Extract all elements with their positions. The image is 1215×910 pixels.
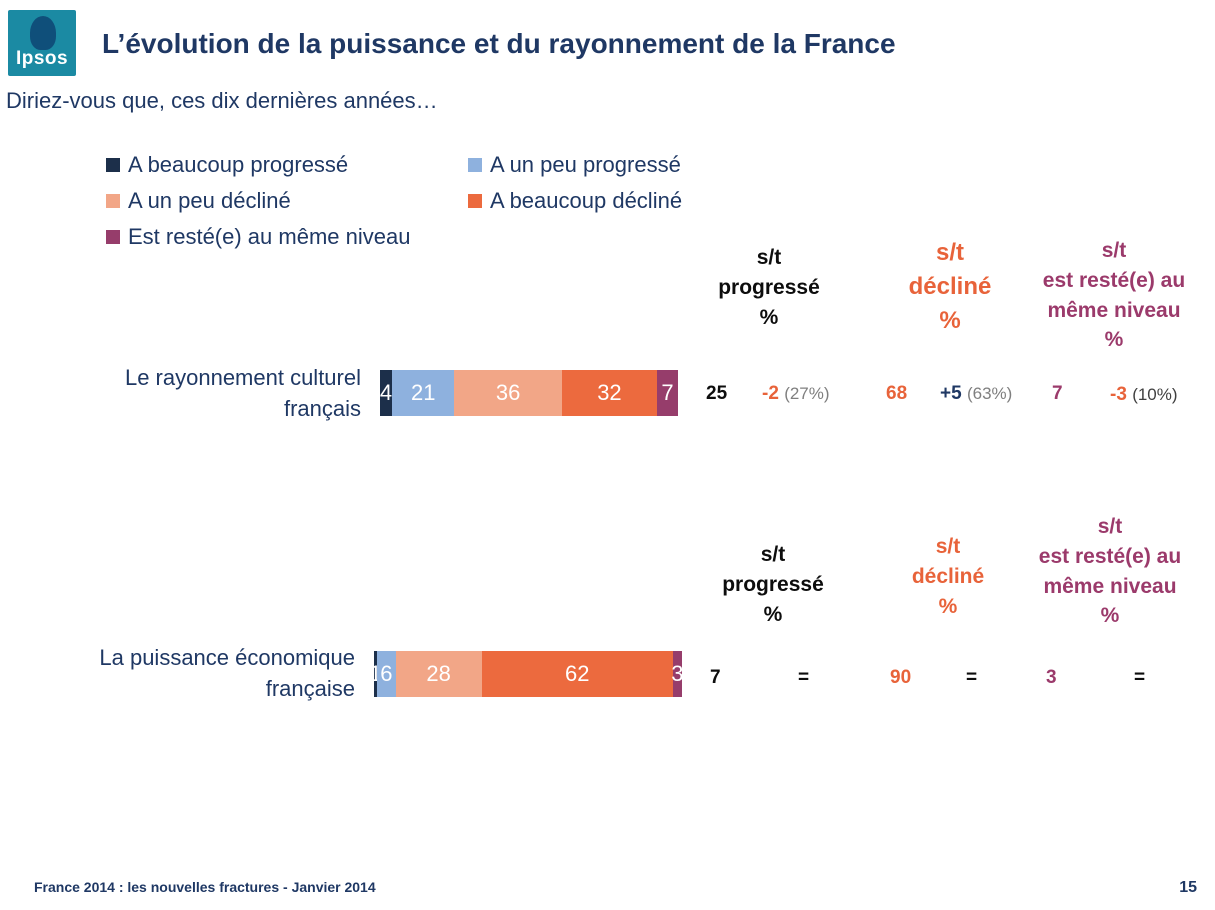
col-header-line: % [939,307,961,335]
col-header-st-meme-niveau: s/t est resté(e) au même niveau % [1024,236,1204,355]
ipsos-logo: Ipsos [8,10,76,76]
logo-text: Ipsos [15,48,69,69]
col-header-line: est resté(e) au [1042,268,1186,292]
col-header-line: s/t [760,543,786,566]
bar-value-label: 7 [661,380,674,405]
seg-un-peu-progresse: 21 [391,370,455,416]
col-header-line: décliné [911,564,985,588]
col-header-st-decline-2: s/t décliné % [885,532,1011,621]
row-label-rayonnement-culturel: Le rayonnement culturel français [125,362,361,424]
col-header-line: même niveau [1043,574,1177,598]
logo-head-icon [30,16,56,50]
row-label-line: français [283,396,361,422]
st-meme-delta: -3 [1110,384,1127,405]
legend-label: Est resté(e) au même niveau [128,224,411,249]
bar-value-label: 36 [495,380,521,405]
row-label-line: Le rayonnement culturel [124,365,361,390]
seg-un-peu-decline: 36 [454,370,562,416]
st-progresse-value: 25 [706,383,728,404]
row-label-line: française [265,676,355,702]
legend-item-meme-niveau: Est resté(e) au même niveau [106,224,410,250]
st-meme-delta-group: -3 (10%) [1110,384,1178,406]
legend-item-un-peu-progresse: A un peu progressé [468,152,681,178]
col-header-st-meme-niveau-2: s/t est resté(e) au même niveau % [1020,512,1200,631]
seg-un-peu-progresse: 6 [377,651,396,697]
bar-value-label: 28 [426,661,451,686]
row-label-line: La puissance économique [99,645,355,670]
seg-meme-niveau: 7 [657,370,678,416]
col-header-line: % [1104,328,1124,352]
col-header-line: s/t [756,246,782,269]
st-meme-previous: (10%) [1132,385,1178,404]
bar-value-label: 32 [597,380,622,405]
bar-value-label: 4 [379,380,393,405]
col-header-line: progressé [718,275,820,299]
legend-swatch [106,158,120,172]
footer-text: France 2014 : les nouvelles fractures - … [34,879,376,895]
col-header-st-progresse-2: s/t progressé % [712,540,834,629]
legend-swatch [106,194,120,208]
st-decline-delta-group: +5 (63%) [940,383,1012,405]
col-header-line: s/t [935,535,961,558]
st-decline-delta: = [966,667,978,688]
st-progresse-delta-group: -2 (27%) [762,383,830,405]
seg-beaucoup-progresse: 4 [380,370,392,416]
stacked-bar-rayonnement-culturel: 4 21 36 32 7 [380,370,678,416]
bar-value-label: 62 [565,661,590,686]
col-header-st-decline: s/t décliné % [880,236,1020,338]
legend-item-un-peu-decline: A un peu décliné [106,188,291,214]
st-meme-value: 3 [1046,667,1057,688]
bar-value-label: 6 [380,661,393,686]
st-decline-previous: (63%) [966,384,1013,403]
st-decline-delta: +5 [940,383,962,404]
bar-value-label: 3 [671,661,684,686]
col-header-line: s/t [1097,515,1123,538]
col-header-line: progressé [722,572,824,596]
page-number: 15 [1179,879,1197,896]
st-meme-value: 7 [1052,383,1063,404]
bar-value-label: 21 [410,380,436,405]
col-header-line: même niveau [1047,298,1181,322]
legend-item-beaucoup-progresse: A beaucoup progressé [106,152,348,178]
col-header-line: % [759,305,779,329]
st-meme-delta: = [1134,667,1146,688]
st-decline-value: 68 [886,383,908,404]
question-subtitle: Diriez-vous que, ces dix dernières année… [6,88,438,113]
seg-un-peu-decline: 28 [395,651,482,697]
legend-label: A un peu décliné [128,188,291,213]
legend-swatch [106,230,120,244]
stacked-bar-puissance-economique: 1 6 28 62 3 [369,651,684,697]
col-header-st-progresse: s/t progressé % [708,243,830,332]
legend-swatch [468,194,482,208]
legend-label: A beaucoup progressé [128,152,349,177]
st-progresse-delta: = [798,667,810,688]
page-title: L’évolution de la puissance et du rayonn… [102,28,896,59]
col-header-line: est resté(e) au [1038,544,1182,568]
col-header-line: s/t [935,239,964,266]
seg-meme-niveau: 3 [671,651,684,697]
col-header-line: décliné [908,273,992,301]
legend-label: A beaucoup décliné [490,188,683,213]
col-header-line: s/t [1101,239,1127,262]
legend-item-beaucoup-decline: A beaucoup décliné [468,188,682,214]
legend-swatch [468,158,482,172]
st-progresse-previous: (27%) [784,384,830,403]
col-header-line: % [938,594,958,618]
st-progresse-value: 7 [710,667,721,688]
col-header-line: % [763,602,783,626]
seg-beaucoup-decline: 62 [481,651,673,697]
st-progresse-delta: -2 [762,383,779,404]
st-decline-value: 90 [890,667,912,688]
seg-beaucoup-decline: 32 [561,370,658,416]
row-label-puissance-economique: La puissance économique française [99,642,355,704]
col-header-line: % [1100,604,1120,628]
legend-label: A un peu progressé [490,152,681,177]
